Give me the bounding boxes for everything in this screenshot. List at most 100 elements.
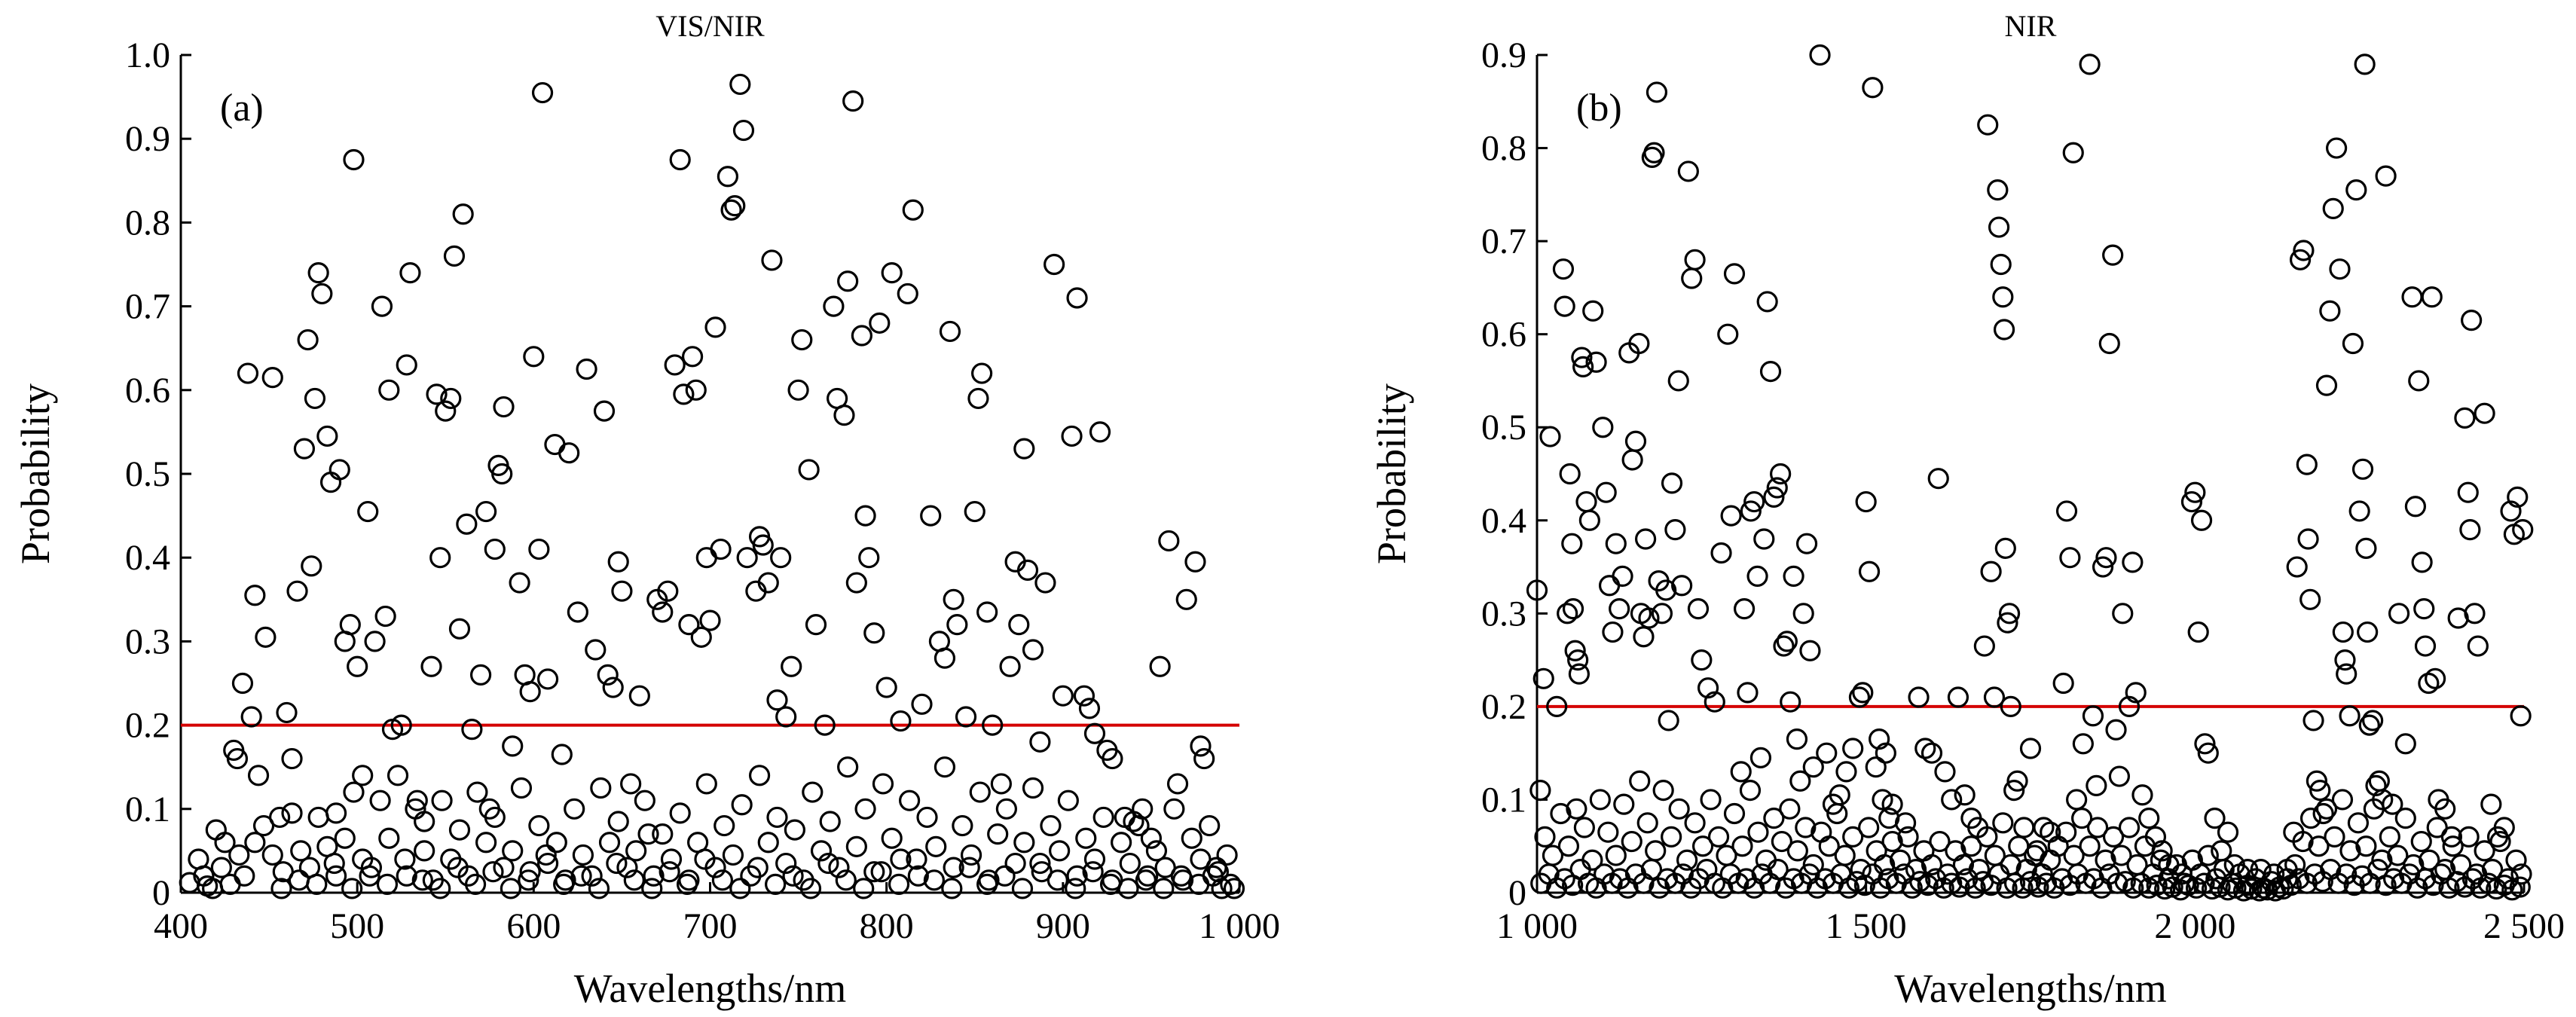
data-point xyxy=(290,840,312,862)
data-point xyxy=(724,195,746,217)
data-point xyxy=(1826,802,1848,825)
data-point xyxy=(2509,876,2531,898)
data-point xyxy=(1993,319,2015,341)
data-point xyxy=(588,878,610,899)
data-point xyxy=(2365,774,2387,797)
data-point xyxy=(1628,332,1650,355)
data-point xyxy=(699,609,721,631)
data-point xyxy=(2194,733,2216,755)
y-tick-label: 0.5 xyxy=(1481,408,1526,447)
data-point xyxy=(551,744,573,765)
data-point xyxy=(2326,137,2348,159)
data-point xyxy=(325,865,347,887)
data-point xyxy=(2411,551,2433,573)
x-tick-label: 600 xyxy=(506,906,561,946)
y-tick-label: 0.8 xyxy=(125,203,170,243)
data-point xyxy=(775,706,797,728)
data-point xyxy=(1575,490,1597,513)
data-point xyxy=(902,199,924,221)
data-point xyxy=(1842,738,1864,759)
data-point xyxy=(2459,519,2481,541)
data-point xyxy=(2082,705,2104,727)
data-point xyxy=(2187,621,2209,643)
data-point xyxy=(307,806,329,829)
data-point xyxy=(1022,639,1044,661)
data-point xyxy=(2510,705,2532,727)
data-point xyxy=(297,328,319,351)
data-point xyxy=(1658,710,1679,731)
data-point xyxy=(2410,830,2432,853)
data-point xyxy=(1934,761,1956,783)
data-point xyxy=(2351,458,2374,480)
data-point xyxy=(1852,682,1874,704)
data-point xyxy=(405,798,426,820)
data-point xyxy=(1881,793,1903,815)
data-point xyxy=(946,614,968,636)
data-point xyxy=(1636,812,1658,834)
data-point xyxy=(360,857,382,878)
data-point xyxy=(535,844,557,866)
data-point xyxy=(787,379,809,401)
data-point xyxy=(536,852,559,875)
data-point xyxy=(371,295,393,317)
data-point xyxy=(1671,575,1693,597)
data-point xyxy=(1816,742,1838,764)
data-point xyxy=(1983,686,2006,708)
data-point xyxy=(502,735,524,757)
data-point xyxy=(1767,859,1789,881)
data-point xyxy=(244,832,266,854)
data-point xyxy=(2425,667,2446,689)
data-point xyxy=(1592,417,1614,438)
data-point xyxy=(1763,486,1785,508)
data-point xyxy=(374,605,396,628)
y-tick-label: 0.6 xyxy=(125,371,170,411)
data-point xyxy=(2347,812,2370,834)
data-point xyxy=(1049,840,1071,862)
data-point xyxy=(276,701,298,724)
data-point xyxy=(570,865,592,887)
data-point xyxy=(2232,880,2255,902)
data-point xyxy=(334,827,356,849)
data-point xyxy=(2071,808,2093,829)
data-point xyxy=(2363,798,2385,820)
data-point xyxy=(1612,565,1633,588)
data-point xyxy=(1166,773,1189,795)
data-point xyxy=(611,580,633,602)
data-point xyxy=(2315,374,2338,396)
data-point xyxy=(429,878,451,899)
data-point xyxy=(888,873,910,895)
data-point xyxy=(2357,621,2379,643)
data-point xyxy=(987,823,1009,845)
y-tick-label: 0.1 xyxy=(125,789,170,829)
data-point xyxy=(2394,733,2416,755)
data-point xyxy=(1582,300,1604,322)
data-point xyxy=(598,832,621,854)
data-point xyxy=(1717,323,1739,345)
data-point xyxy=(1645,840,1667,862)
data-point xyxy=(943,857,964,878)
x-axis-label: Wavelengths/nm xyxy=(1894,966,2167,1011)
data-point xyxy=(2066,789,2088,811)
data-point xyxy=(1117,878,1139,899)
data-point xyxy=(1546,695,1568,717)
data-point xyxy=(1605,533,1627,554)
data-point xyxy=(1842,826,1864,848)
data-point xyxy=(2118,695,2141,717)
x-tick-label: 800 xyxy=(860,906,914,946)
data-point xyxy=(802,781,824,803)
data-point xyxy=(1022,777,1044,799)
data-point xyxy=(2125,682,2147,704)
data-point xyxy=(814,714,836,736)
data-point xyxy=(1676,849,1698,871)
data-point xyxy=(2464,603,2486,625)
data-point xyxy=(343,148,365,171)
data-point xyxy=(1029,852,1051,875)
data-point xyxy=(2500,500,2522,522)
data-point xyxy=(941,878,963,899)
data-point xyxy=(2362,710,2384,731)
data-point xyxy=(339,614,361,636)
panel-a: 0 0.1 0.2 0.3 0.4 0.5 0.6 0.7 0.8 0.9 1.0 400 500 600… xyxy=(13,9,1280,1011)
data-point xyxy=(2322,197,2344,219)
data-point xyxy=(923,869,945,891)
data-point xyxy=(969,781,991,803)
